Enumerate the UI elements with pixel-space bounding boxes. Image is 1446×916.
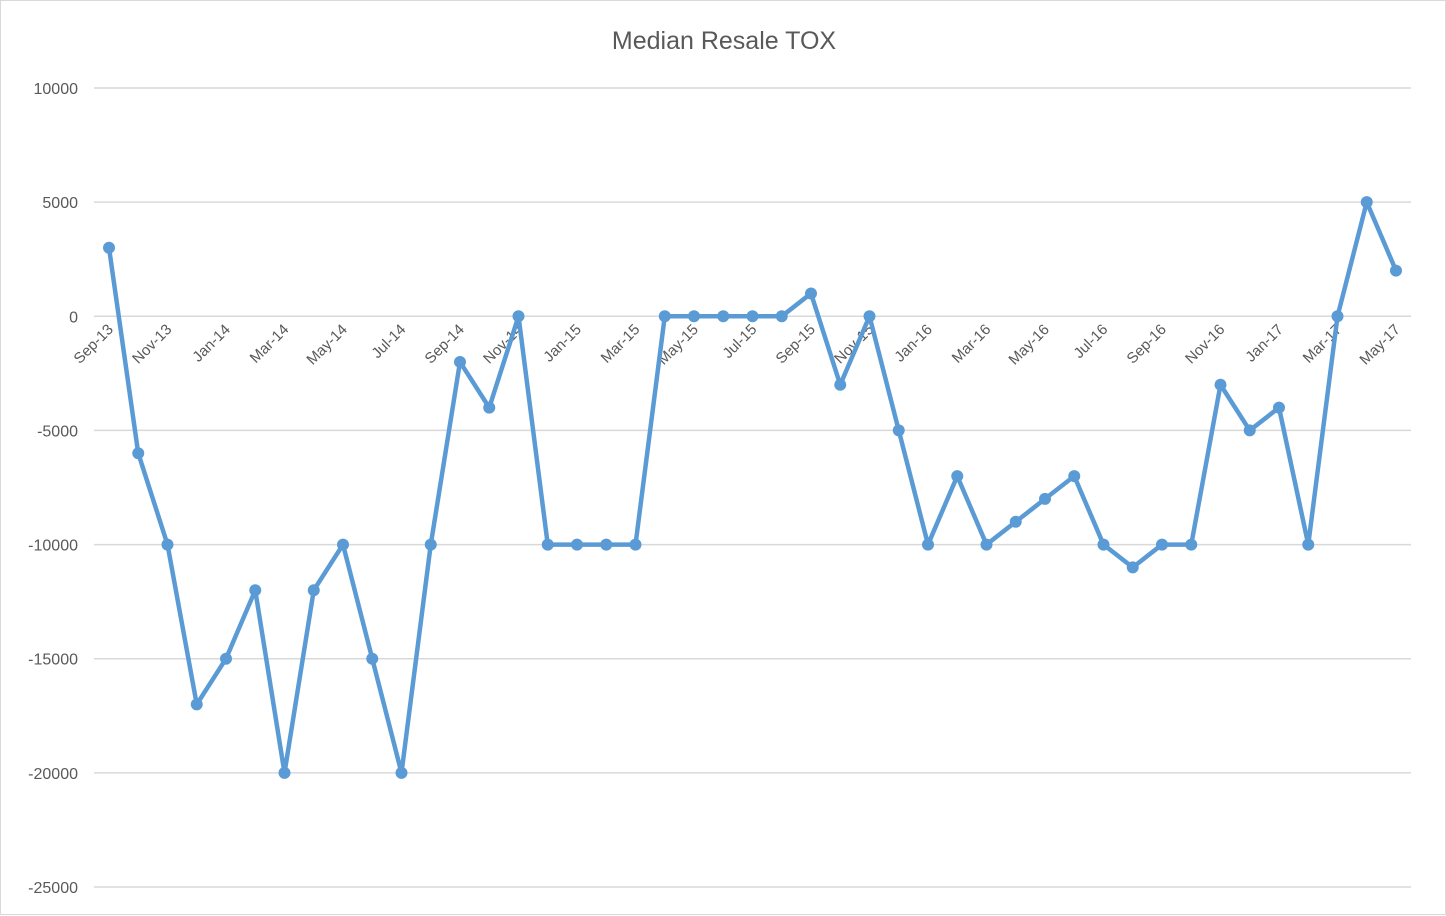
data-point [190, 698, 203, 711]
data-point [922, 538, 934, 551]
data-point [1331, 310, 1344, 323]
data-point [249, 584, 262, 597]
y-tick-label: -25000 [28, 880, 78, 897]
data-point [892, 424, 905, 437]
data-point [717, 310, 730, 323]
y-tick-label: -5000 [37, 423, 78, 440]
data-point [863, 310, 876, 323]
data-point [1243, 424, 1256, 437]
data-point [775, 310, 788, 323]
data-point [1214, 378, 1227, 391]
data-point [1185, 538, 1198, 551]
y-tick-label: 10000 [34, 81, 79, 98]
y-tick-label: 5000 [42, 195, 78, 212]
data-point [980, 538, 993, 551]
data-point [161, 538, 174, 551]
data-point [1039, 492, 1051, 505]
data-point [1156, 538, 1168, 551]
data-point [746, 310, 759, 323]
data-point [1009, 515, 1022, 528]
data-point [278, 766, 291, 779]
x-tick-label: Sep-15 [773, 321, 819, 367]
x-tick-label: May-16 [1005, 321, 1052, 368]
x-tick-label: Jul-16 [1070, 321, 1111, 362]
y-tick-label: -10000 [28, 538, 78, 555]
data-point [805, 287, 817, 300]
series-line [106, 199, 1399, 776]
y-axis: 10000 5000 0 -5000 -10000 -15000 -20000 -25000 [28, 81, 78, 897]
data-point [629, 538, 642, 551]
x-tick-label: Jan-14 [189, 321, 233, 365]
data-point [1390, 264, 1402, 277]
y-tick-label: -20000 [28, 766, 78, 783]
data-point [366, 652, 379, 665]
data-point [483, 401, 496, 414]
data-point [103, 241, 115, 254]
data-point [658, 310, 671, 323]
data-point [307, 584, 320, 597]
data-point [454, 355, 466, 368]
x-tick-label: Jul-15 [719, 321, 760, 362]
data-point [688, 310, 700, 323]
x-tick-label: Jul-14 [368, 321, 409, 362]
y-tick-label: -15000 [28, 652, 78, 669]
series [103, 196, 1402, 779]
data-point [1302, 538, 1315, 551]
x-tick-label: Jan-15 [540, 321, 584, 365]
x-tick-label: Jan-16 [891, 321, 935, 365]
gridlines [94, 87, 1411, 888]
x-tick-label: Mar-15 [598, 321, 644, 367]
data-point [1360, 196, 1373, 209]
data-point [1126, 561, 1139, 574]
data-point [337, 538, 349, 551]
data-point [1273, 401, 1285, 414]
data-point [1068, 470, 1081, 483]
data-point [541, 538, 554, 551]
x-tick-label: Jan-17 [1242, 321, 1286, 365]
x-tick-label: Nov-16 [1182, 321, 1228, 367]
x-tick-label: Sep-13 [71, 321, 117, 367]
data-point [951, 470, 964, 483]
data-point [424, 538, 437, 551]
x-tick-label: Nov-13 [129, 321, 175, 367]
y-tick-label: 0 [69, 309, 78, 326]
x-tick-label: May-17 [1356, 321, 1403, 368]
data-point [600, 538, 613, 551]
data-point [512, 310, 525, 323]
x-tick-label: Mar-16 [949, 321, 995, 367]
x-tick-label: Mar-14 [247, 321, 293, 367]
data-point [132, 447, 145, 460]
data-point [220, 652, 232, 665]
x-axis: Sep-13 Nov-13 Jan-14 Mar-14 May-14 Jul-14 Sep-… [71, 321, 1404, 368]
chart-title: Median Resale TOX [612, 27, 837, 55]
data-point [395, 766, 408, 779]
x-tick-label: Mar-17 [1300, 321, 1346, 367]
x-tick-label: May-14 [303, 321, 350, 368]
data-point [1097, 538, 1110, 551]
data-point [571, 538, 583, 551]
data-point [834, 378, 847, 391]
x-tick-label: Sep-16 [1124, 321, 1170, 367]
